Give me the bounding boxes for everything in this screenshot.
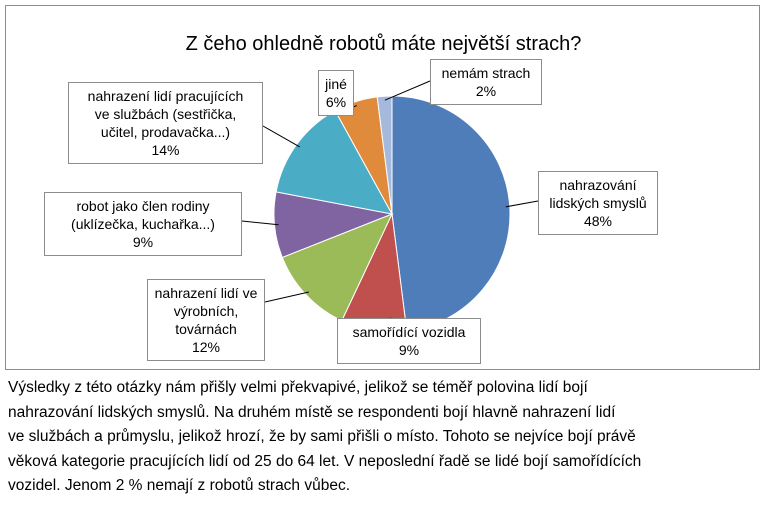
leader-line [264,291,310,303]
pie-chart [241,80,539,333]
caption-line: ve službách a průmyslu, jelikož hrozí, ž… [8,428,636,445]
slice-value-label: 9% [132,234,154,250]
slice-value-label: 48% [583,213,613,229]
caption-line: vozidel. Jenom 2 % nemají z robotů strac… [8,477,351,494]
slice-label-text: lidských smyslů [549,195,647,211]
caption-line: Výsledky z této otázky nám přišly velmi … [8,379,588,396]
pie-slice [376,95,393,215]
leader-line [262,125,301,148]
slice-label-text: nemám strach [441,65,531,81]
slice-label-text: výrobních, [173,303,239,319]
slice-label-text: robot jako člen rodiny [76,198,210,214]
slice-label: nahrazení lidí pracujících ve službách (s… [68,82,263,164]
pie-slice [391,95,511,332]
slice-value-label: 12% [191,339,221,355]
chart-frame: Z čeho ohledně robotů máte největší stra… [5,5,760,370]
slice-label: robot jako člen rodiny (uklízečka, kuchař… [44,192,242,256]
slice-label-text: učitel, prodavačka...) [100,124,231,140]
caption-line: věková kategorie pracujících lidí od 25 … [8,452,642,470]
slice-label: nemám strach 2% [430,59,542,105]
slice-value-label: 2% [475,83,497,99]
slice-value-label: 14% [151,142,180,158]
slice-label-text: nahrazování [559,177,637,193]
slice-label-text: samořídící vozidla [352,324,466,340]
slice-value-label: 9% [398,342,420,358]
slice-label: jiné 6% [318,70,354,116]
slice-label-text: nahrazení lidí ve [154,285,258,301]
leader-line [505,200,539,208]
slice-label-text: ve službách (sestřička, [94,106,237,122]
slice-label: nahrazování lidských smyslů 48% [538,171,658,235]
slice-label-text: nahrazení lidí pracujících [87,88,244,104]
slice-label-text: továrnách [175,321,237,337]
leader-line [241,220,279,226]
slice-value-label: 6% [325,94,347,110]
caption-line: nahrazování lidských smyslů. Na druhém m… [8,403,616,421]
slice-label: nahrazení lidí ve výrobních, továrnách 12% [147,279,265,361]
chart-title: Z čeho ohledně robotů máte největší stra… [185,33,582,55]
leader-line [384,80,431,101]
slice-label-text: (uklízečka, kuchařka...) [71,216,215,232]
slice-label: samořídící vozidla 9% [337,318,481,364]
slice-label-text: jiné [325,76,347,92]
caption-text: Výsledky z této otázky nám přišly velmi … [8,376,768,499]
